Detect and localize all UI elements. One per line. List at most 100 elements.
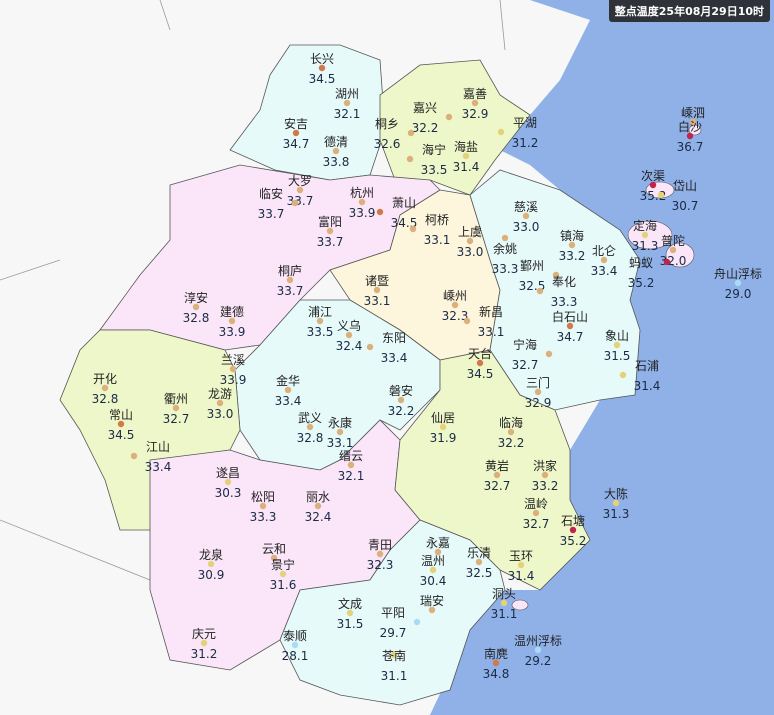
station[interactable]: 新昌 33.1 [463, 304, 505, 339]
station[interactable]: 诸暨 33.1 [364, 274, 391, 308]
station[interactable]: 丽水 32.4 [305, 490, 332, 524]
station[interactable]: 江山 33.4 [130, 440, 172, 474]
station[interactable]: 定海 31.3 [632, 218, 659, 253]
station-dot[interactable] [336, 428, 344, 436]
station[interactable]: 三门 32.9 [525, 375, 552, 410]
station[interactable]: 洞头 31.1 [491, 587, 518, 621]
station[interactable]: 海盐 31.4 [453, 139, 480, 174]
station[interactable]: 杭州 33.9 [349, 185, 376, 220]
station-dot[interactable] [522, 212, 530, 220]
station[interactable]: 安吉 34.7 [283, 116, 310, 151]
station-dot[interactable] [493, 471, 501, 479]
station-dot[interactable] [192, 303, 200, 311]
station[interactable]: 慈溪 33.0 [513, 199, 540, 234]
station-dot[interactable] [373, 286, 381, 294]
station-dot[interactable] [428, 606, 436, 614]
station-dot[interactable] [612, 499, 620, 507]
region-jinhua[interactable] [234, 299, 441, 471]
station-dot[interactable] [316, 317, 324, 325]
station-dot[interactable] [216, 399, 224, 407]
station-dot[interactable] [569, 526, 577, 534]
station-dot[interactable] [292, 129, 300, 137]
region-taizhou[interactable] [394, 349, 591, 591]
station[interactable]: 舟山浮标 29.0 [714, 267, 762, 301]
station-dot[interactable] [445, 113, 453, 121]
station[interactable]: 龙泉 30.9 [198, 548, 225, 582]
station[interactable]: 临安 33.7 [258, 186, 299, 221]
station-dot[interactable] [734, 279, 742, 287]
station[interactable]: 嵊州 32.3 [442, 289, 469, 323]
station[interactable]: 温岭 32.7 [523, 497, 550, 531]
station[interactable]: 瑞安 [420, 593, 444, 614]
station-dot[interactable] [451, 301, 459, 309]
station[interactable]: 永嘉 [426, 536, 450, 556]
station-dot[interactable] [101, 384, 109, 392]
station-dot[interactable] [326, 227, 334, 235]
station-dot[interactable] [291, 199, 299, 207]
station-dot[interactable] [657, 191, 665, 199]
station[interactable]: 黄岩 32.7 [484, 458, 511, 493]
station-dot[interactable] [429, 566, 437, 574]
station-dot[interactable] [366, 343, 374, 351]
station[interactable]: 义乌 32.4 [336, 318, 363, 353]
station-dot[interactable] [600, 256, 608, 264]
station-dot[interactable] [347, 461, 355, 469]
station[interactable]: 建德 33.9 [219, 304, 246, 339]
station-dot[interactable] [296, 186, 304, 194]
station-dot[interactable] [270, 554, 278, 562]
station[interactable]: 金华 33.4 [275, 373, 302, 408]
station[interactable]: 海宁 33.5 [406, 142, 448, 177]
station[interactable]: 乐清 32.5 [466, 546, 493, 580]
station[interactable]: 萧山 34.5 [376, 196, 418, 230]
station-dot[interactable] [534, 388, 542, 396]
station[interactable]: 永康 33.1 [327, 415, 354, 450]
station[interactable]: 文成 31.5 [337, 596, 364, 631]
station-dot[interactable] [279, 570, 287, 578]
station-dot[interactable] [345, 331, 353, 339]
station[interactable]: 苍南 31.1 [381, 648, 408, 683]
station[interactable]: 余姚 33.3 [492, 234, 519, 276]
station-dot[interactable] [541, 471, 549, 479]
station[interactable]: 嘉善 32.9 [462, 86, 489, 121]
station[interactable]: 云和 [262, 542, 286, 562]
station[interactable]: 奉化 33.3 [536, 275, 578, 309]
station[interactable]: 庆元 31.2 [191, 627, 218, 661]
station-dot[interactable] [407, 129, 415, 137]
station-dot[interactable] [500, 599, 508, 607]
station-dot[interactable] [259, 502, 267, 510]
station-dot[interactable] [507, 428, 515, 436]
station-dot[interactable] [497, 128, 505, 136]
station-dot[interactable] [686, 132, 694, 140]
station-dot[interactable] [207, 560, 215, 568]
region-wenzhou[interactable] [279, 519, 506, 706]
station[interactable]: 衢州 32.7 [163, 392, 190, 426]
station-dot[interactable] [501, 234, 509, 242]
station[interactable]: 桐乡 32.6 [374, 117, 415, 151]
station-dot[interactable] [130, 452, 138, 460]
station[interactable]: 石浦 31.4 [619, 359, 661, 393]
station[interactable]: 常山 34.5 [108, 408, 135, 442]
station[interactable]: 临海 32.2 [498, 415, 525, 450]
station-dot[interactable] [291, 641, 299, 649]
station[interactable]: 岱山 30.7 [657, 179, 699, 213]
station[interactable]: 南麂 34.8 [483, 646, 510, 681]
region-jiaxing[interactable] [379, 59, 531, 196]
station[interactable]: 遂昌 30.3 [215, 466, 242, 500]
station[interactable]: 仙居 31.9 [430, 411, 457, 445]
station-dot[interactable] [376, 208, 384, 216]
station[interactable]: 武义 32.8 [297, 411, 324, 445]
station[interactable]: 温州浮标 29.2 [514, 634, 562, 668]
station[interactable]: 玉环 31.4 [508, 549, 535, 583]
station[interactable]: 宁海 32.7 [512, 337, 553, 372]
station-dot[interactable] [434, 548, 442, 556]
station[interactable]: 镇海 33.2 [559, 228, 586, 263]
station-dot[interactable] [228, 317, 236, 325]
station-dot[interactable] [390, 651, 398, 659]
station-dot[interactable] [689, 118, 697, 126]
station[interactable]: 石塘 35.2 [560, 513, 587, 548]
station[interactable]: 平阳 29.7 [380, 606, 421, 640]
station[interactable]: 上虞 33.0 [457, 225, 484, 259]
station-dot[interactable] [413, 618, 421, 626]
station-dot[interactable] [318, 64, 326, 72]
